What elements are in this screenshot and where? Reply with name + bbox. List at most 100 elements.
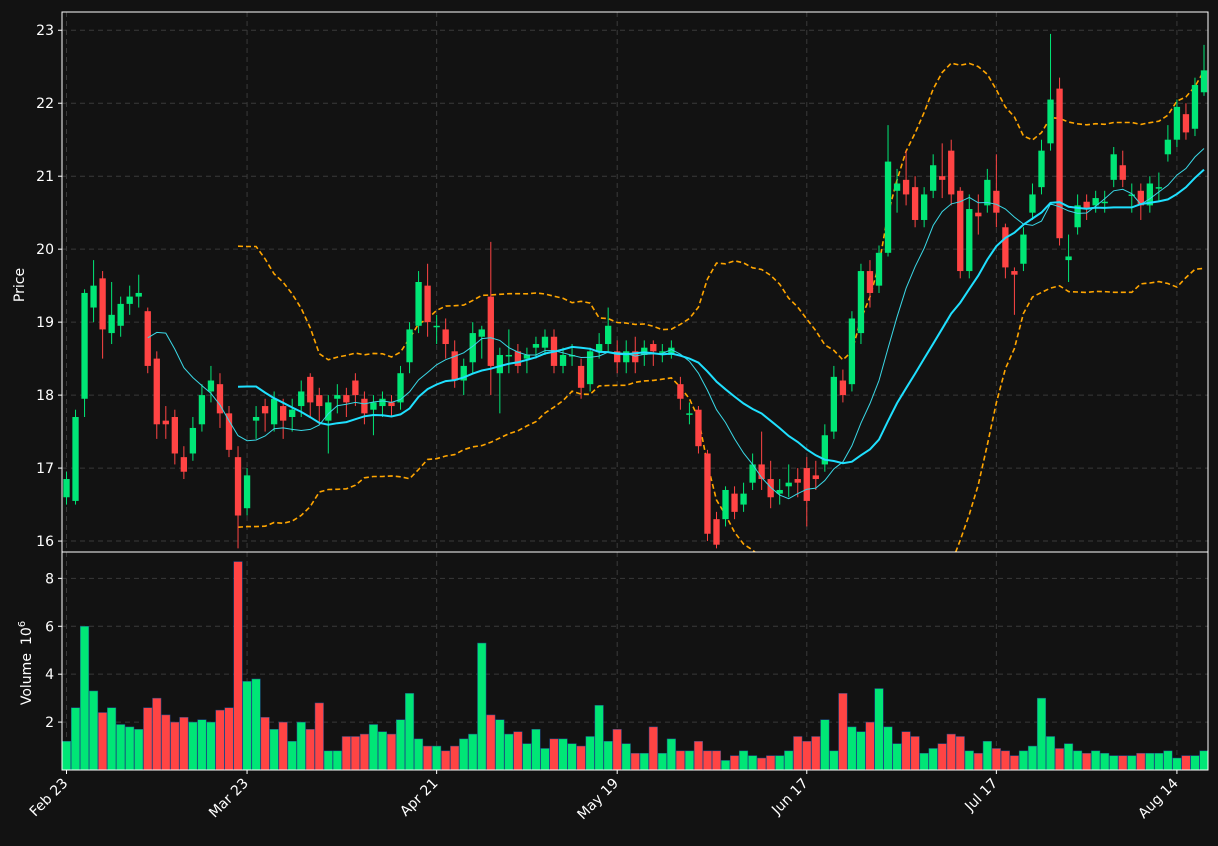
- volume-axis-label: Volume 106: [17, 621, 35, 705]
- volume-bar: [116, 724, 126, 770]
- candle-body: [1110, 154, 1117, 180]
- volume-bar: [1100, 752, 1110, 770]
- volume-bar: [901, 731, 911, 770]
- volume-bar: [739, 750, 749, 770]
- candle-body: [577, 365, 585, 388]
- candle: [1164, 125, 1172, 162]
- volume-bar: [657, 752, 667, 770]
- candle-body: [722, 489, 729, 520]
- candle-body: [704, 453, 711, 534]
- volume-bar: [847, 726, 857, 770]
- volume-bar: [441, 750, 451, 770]
- volume-bar: [892, 743, 902, 770]
- price-axis-label: Price: [12, 268, 28, 302]
- candle-body: [207, 380, 215, 392]
- candle: [189, 417, 197, 461]
- volume-axis-label-text: Volume: [19, 653, 35, 705]
- candle: [785, 464, 792, 498]
- volume-bar: [486, 714, 496, 770]
- candle-body: [316, 395, 323, 407]
- volume-bar: [143, 707, 153, 770]
- candle: [406, 322, 413, 374]
- candle-body: [966, 209, 973, 272]
- volume-bar: [946, 733, 956, 770]
- candle: [225, 406, 233, 458]
- candle: [496, 347, 503, 414]
- candle-body: [198, 395, 206, 425]
- candle: [722, 486, 729, 527]
- candle-body: [307, 376, 314, 403]
- volume-panel: [62, 561, 1208, 770]
- candle: [605, 307, 612, 352]
- candle: [1056, 77, 1063, 246]
- candle-body: [893, 183, 901, 191]
- price-ytick-label: 22: [36, 96, 54, 112]
- volume-bar: [639, 752, 649, 770]
- volume-bar: [215, 709, 225, 770]
- candle-body: [605, 325, 612, 345]
- candle-body: [776, 489, 783, 494]
- candle-body: [153, 358, 160, 425]
- volume-bar: [1118, 755, 1128, 770]
- candle-body: [135, 292, 142, 297]
- candle-body: [1002, 227, 1009, 268]
- candle: [153, 351, 160, 439]
- volume-bar: [811, 736, 821, 770]
- candle-body: [713, 519, 720, 545]
- candle: [1020, 227, 1027, 272]
- volume-bar: [459, 738, 469, 770]
- volume-bar: [62, 741, 72, 770]
- candle: [758, 431, 765, 490]
- volume-bar: [1082, 752, 1092, 770]
- volume-axes-frame: [61, 551, 1209, 771]
- volume-bar: [188, 721, 198, 770]
- candle-body: [162, 420, 169, 425]
- candle-body: [469, 333, 476, 363]
- volume-bar: [1009, 755, 1019, 770]
- volume-bar: [242, 681, 252, 770]
- candle-body: [1092, 198, 1099, 206]
- volume-bar: [206, 721, 216, 770]
- volume-bar: [495, 719, 505, 770]
- candle: [514, 344, 522, 374]
- candle: [388, 395, 395, 417]
- price-ytick-label: 16: [36, 534, 54, 550]
- price-ytick-label: 20: [36, 242, 54, 258]
- candle: [1137, 183, 1144, 220]
- candle: [704, 449, 711, 542]
- volume-bar: [820, 719, 830, 770]
- candle-body: [1020, 234, 1027, 264]
- volume-bar: [730, 755, 740, 770]
- price-ytick-label: 17: [36, 461, 54, 477]
- volume-bar: [414, 738, 424, 770]
- candle-body: [632, 351, 639, 363]
- volume-axis-exponent-base: 10: [19, 627, 35, 645]
- candle: [731, 486, 738, 520]
- candle: [1083, 194, 1090, 220]
- candle-body: [81, 292, 88, 399]
- candle-body: [523, 354, 531, 359]
- volume-bar: [567, 743, 577, 770]
- candle: [586, 347, 594, 392]
- candle-body: [695, 409, 702, 447]
- volume-bar: [477, 642, 487, 770]
- volume-bar: [675, 750, 685, 770]
- candle: [180, 446, 188, 480]
- candle: [893, 168, 901, 213]
- candle: [72, 409, 79, 505]
- volume-bar: [287, 741, 297, 770]
- candle-body: [108, 314, 115, 334]
- candle: [866, 260, 874, 308]
- candle-body: [379, 398, 386, 407]
- candle-body: [1128, 194, 1135, 196]
- candle-body: [496, 354, 503, 374]
- volume-bar: [991, 748, 1001, 770]
- candle: [911, 176, 919, 228]
- candle-body: [1029, 194, 1036, 213]
- candle: [1155, 172, 1163, 202]
- price-ytick-label: 19: [36, 315, 54, 331]
- candle-body: [460, 365, 467, 381]
- volume-bar: [793, 736, 803, 770]
- candle-body: [352, 380, 359, 396]
